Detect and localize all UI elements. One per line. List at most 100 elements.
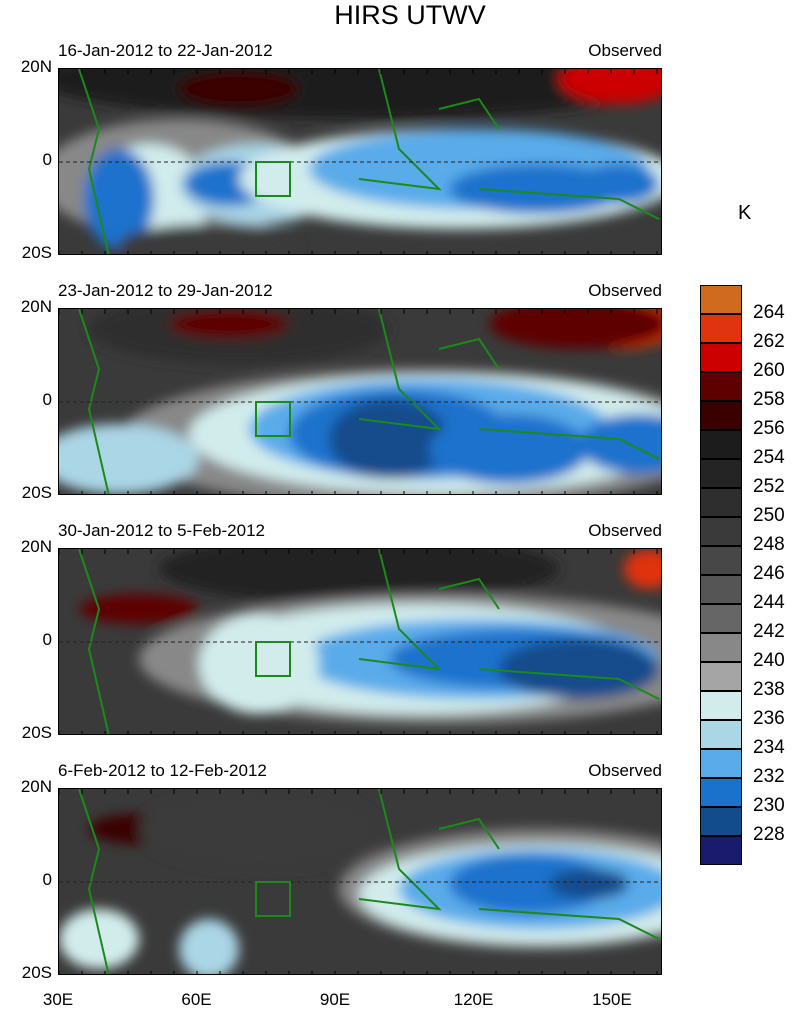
colorbar-swatch (700, 488, 742, 517)
region-box (255, 161, 291, 197)
region-box (255, 641, 291, 677)
utwv-map (59, 789, 661, 974)
colorbar-swatch (700, 691, 742, 720)
colorbar-swatch (700, 836, 742, 865)
colorbar-label: 250 (753, 505, 785, 526)
colorbar-label: 236 (753, 708, 785, 729)
colorbar-swatch (700, 314, 742, 343)
colorbar-swatch (700, 720, 742, 749)
y-tick-label: 20S (21, 723, 52, 742)
contour-region (59, 909, 139, 969)
contour-region (159, 549, 559, 604)
panel-label: Observed (588, 41, 662, 60)
contour-region (429, 414, 589, 484)
contour-region (579, 164, 659, 204)
contour-region (199, 614, 319, 714)
utwv-map (59, 309, 661, 494)
map-panel (58, 788, 662, 975)
coastline (78, 789, 660, 974)
colorbar-swatch (700, 807, 742, 836)
y-tick-label: 20N (20, 777, 52, 796)
colorbar-swatch (700, 604, 742, 633)
x-tick-label: 150E (592, 990, 632, 1009)
utwv-map (59, 69, 661, 254)
coastline (78, 309, 660, 494)
colorbar-label: 238 (753, 679, 785, 700)
colorbar-swatch (700, 546, 742, 575)
colorbar-swatch (700, 517, 742, 546)
x-tick-label: 120E (453, 990, 494, 1009)
contour-region (169, 309, 289, 339)
y-tick-label: 20S (21, 483, 52, 502)
colorbar-swatch (700, 662, 742, 691)
colorbar-swatch (700, 285, 742, 314)
contour-region (549, 869, 629, 899)
colorbar-swatch (700, 633, 742, 662)
y-tick-label: 20S (21, 243, 52, 262)
y-tick-label: 0 (42, 870, 52, 889)
y-tick-label: 0 (42, 150, 52, 169)
panel-label: Observed (588, 521, 662, 540)
region-box (255, 881, 291, 917)
coastline (78, 69, 660, 254)
panel-date-range: 6-Feb-2012 to 12-Feb-2012 (58, 761, 267, 780)
colorbar-unit: K (738, 202, 752, 224)
colorbar-swatch (700, 401, 742, 430)
contour-region (329, 399, 449, 479)
colorbar-label: 240 (753, 650, 785, 671)
y-tick-label: 20N (20, 297, 52, 316)
colorbar-swatch (700, 430, 742, 459)
y-tick-label: 0 (42, 630, 52, 649)
utwv-map (59, 549, 661, 734)
contour-region (624, 549, 661, 589)
colorbar-label: 246 (753, 563, 785, 584)
contour-region (79, 594, 199, 624)
contour-region (499, 639, 659, 699)
contour-region (139, 789, 379, 869)
panel-date-range: 30-Jan-2012 to 5-Feb-2012 (58, 521, 265, 540)
map-panel (58, 308, 662, 495)
colorbar-label: 260 (753, 360, 785, 381)
contour-region (59, 424, 199, 494)
y-tick-label: 20S (21, 963, 52, 982)
colorbar-swatch (700, 778, 742, 807)
colorbar-label: 228 (753, 824, 785, 845)
y-tick-label: 20N (20, 537, 52, 556)
colorbar-swatch (700, 459, 742, 488)
contour-region (449, 854, 609, 914)
map-panel (58, 548, 662, 735)
panel-label: Observed (588, 761, 662, 780)
colorbar-label: 258 (753, 389, 785, 410)
coastline (78, 549, 660, 734)
contour-region (559, 69, 661, 104)
panel-date-range: 16-Jan-2012 to 22-Jan-2012 (58, 41, 273, 60)
contour-region (489, 309, 661, 349)
contour-region (179, 71, 299, 107)
colorbar-label: 248 (753, 534, 785, 555)
colorbar-label: 232 (753, 766, 785, 787)
map-panel (58, 68, 662, 255)
contour-region (579, 414, 661, 474)
figure-title: HIRS UTWV (334, 0, 486, 30)
colorbar-label: 242 (753, 621, 785, 642)
colorbar-swatch (700, 575, 742, 604)
x-tick-label: 30E (42, 990, 74, 1009)
colorbar-label: 262 (753, 331, 785, 352)
panel-date-range: 23-Jan-2012 to 29-Jan-2012 (58, 281, 273, 300)
panel-label: Observed (588, 281, 662, 300)
colorbar-label: 230 (753, 795, 785, 816)
region-box (255, 401, 291, 437)
colorbar-label: 264 (753, 302, 785, 323)
colorbar-swatch (700, 372, 742, 401)
x-tick-label: 90E (319, 990, 351, 1009)
colorbar-swatch (700, 343, 742, 372)
colorbar-label: 252 (753, 476, 785, 497)
colorbar-label: 244 (753, 592, 785, 613)
y-tick-label: 20N (20, 57, 52, 76)
colorbar-swatch (700, 749, 742, 778)
colorbar-label: 234 (753, 737, 785, 758)
contour-region (119, 224, 299, 254)
contour-region (179, 919, 239, 974)
colorbar-label: 256 (753, 418, 785, 439)
y-tick-label: 0 (42, 390, 52, 409)
